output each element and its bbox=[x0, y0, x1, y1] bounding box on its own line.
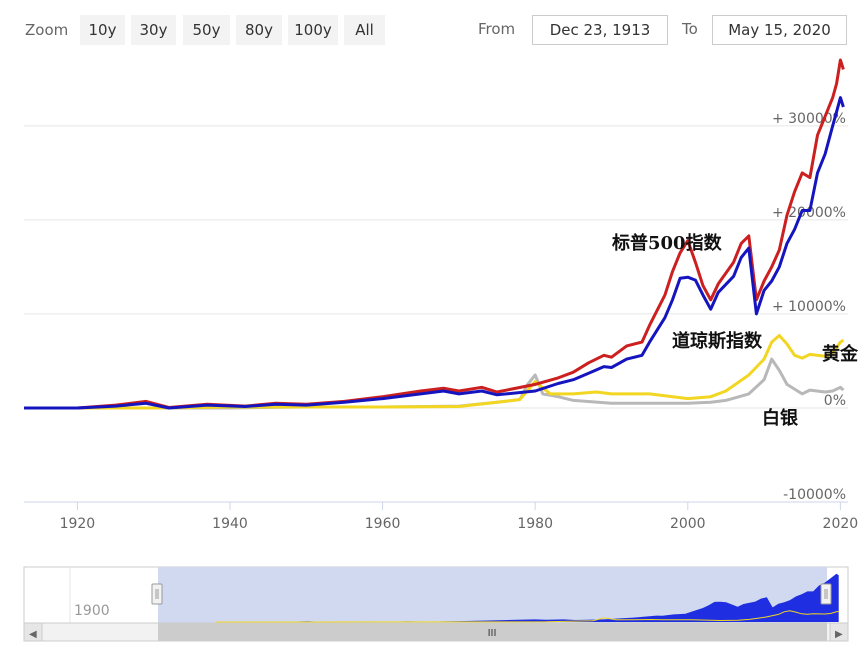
x-tick-label: 1920 bbox=[60, 516, 96, 532]
zoom-all-button[interactable]: All bbox=[344, 15, 385, 45]
scrollbar[interactable]: ◀ III ▶ bbox=[23, 622, 849, 642]
y-tick-label: -10000% bbox=[783, 487, 846, 503]
scrollbar-thumb[interactable] bbox=[158, 623, 827, 641]
range-selector-toolbar: Zoom 10y 30y 50y 80y 100y All From To bbox=[0, 0, 864, 60]
y-tick-label: + 30000% bbox=[772, 111, 846, 127]
from-date-input[interactable] bbox=[532, 15, 668, 45]
series-line-dow bbox=[24, 96, 845, 410]
scroll-right-arrow-icon: ▶ bbox=[835, 629, 843, 640]
navigator-tick-label: 1900 bbox=[74, 603, 110, 619]
annotation-silver: 白银 bbox=[762, 408, 798, 429]
x-tick-label: 2020 bbox=[823, 516, 859, 532]
scroll-left-arrow-icon: ◀ bbox=[29, 629, 37, 640]
navigator[interactable]: 1900 1950 2000 bbox=[23, 566, 849, 624]
x-tick-label: 2000 bbox=[670, 516, 706, 532]
navigator-series-area bbox=[215, 573, 839, 622]
series-line-gold bbox=[24, 334, 845, 410]
navigator-gold-line bbox=[215, 610, 839, 623]
x-tick-label: 1980 bbox=[517, 516, 553, 532]
series-lines bbox=[24, 58, 845, 410]
zoom-30y-button[interactable]: 30y bbox=[131, 15, 176, 45]
grid-lines bbox=[24, 125, 848, 503]
scroll-left-button[interactable] bbox=[23, 622, 43, 642]
from-label: From bbox=[478, 20, 516, 38]
y-tick-label: + 20000% bbox=[772, 205, 846, 221]
zoom-label: Zoom bbox=[25, 21, 69, 39]
x-tick-label: 1960 bbox=[365, 516, 401, 532]
zoom-10y-button[interactable]: 10y bbox=[80, 15, 125, 45]
scrollbar-grip-icon: III bbox=[488, 628, 497, 639]
y-tick-label: 0% bbox=[824, 393, 846, 409]
zoom-50y-button[interactable]: 50y bbox=[183, 15, 230, 45]
annotation-sp500: 标普500指数 bbox=[612, 233, 722, 254]
annotation-gold: 黄金 bbox=[822, 344, 858, 365]
zoom-100y-button[interactable]: 100y bbox=[288, 15, 338, 45]
navigator-left-handle[interactable] bbox=[151, 583, 163, 605]
x-tick-label: 1940 bbox=[212, 516, 248, 532]
x-axis: 1920 1940 1960 1980 2000 2020 bbox=[24, 501, 859, 532]
zoom-80y-button[interactable]: 80y bbox=[236, 15, 282, 45]
navigator-right-handle[interactable] bbox=[820, 583, 832, 605]
to-date-input[interactable] bbox=[712, 15, 847, 45]
y-axis-ticks: -10000% 0% + 10000% + 20000% + 30000% bbox=[772, 111, 846, 503]
scroll-right-button[interactable] bbox=[829, 622, 849, 642]
y-tick-label: + 10000% bbox=[772, 299, 846, 315]
annotation-dow: 道琼斯指数 bbox=[672, 331, 762, 352]
to-label: To bbox=[682, 20, 698, 38]
